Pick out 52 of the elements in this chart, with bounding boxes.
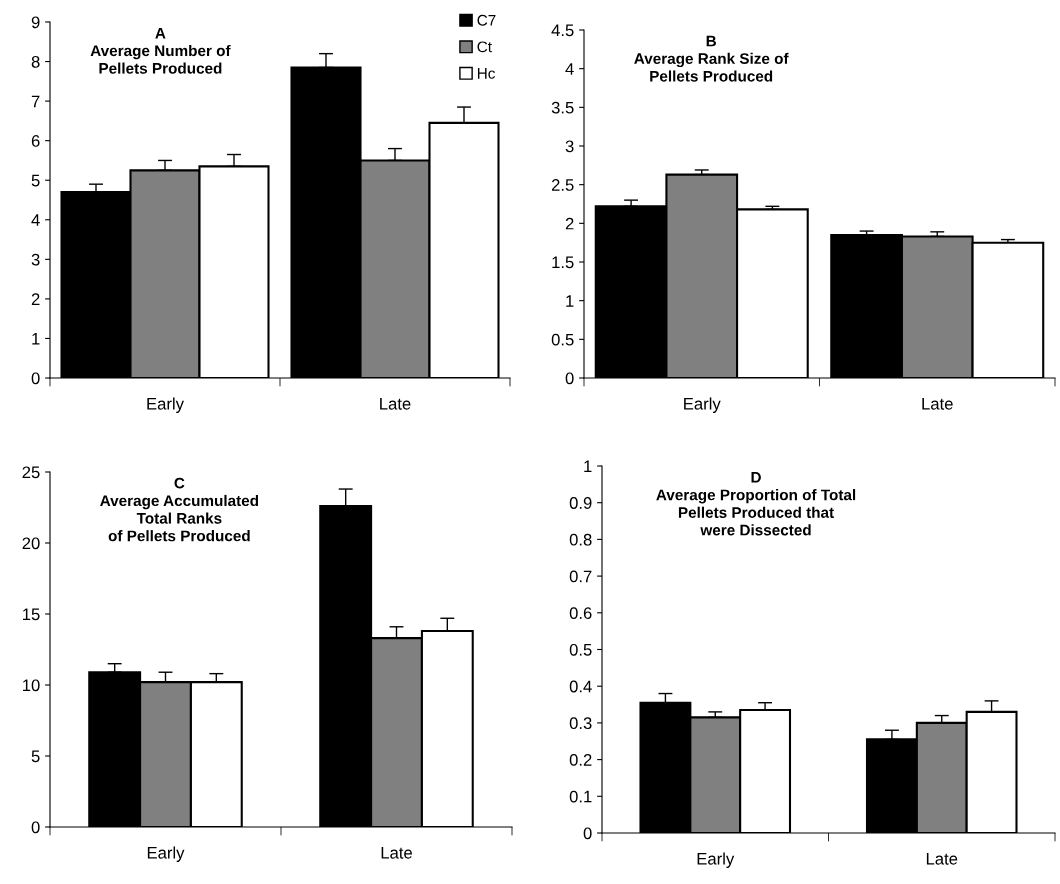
y-tick-label: 5: [31, 174, 40, 187]
x-tick-label: Early: [697, 852, 735, 868]
y-tick-label: 4: [565, 63, 574, 75]
legend-label: C7: [477, 14, 496, 26]
y-tick-label: 20: [22, 537, 40, 550]
y-tick-label: 1: [584, 460, 592, 473]
y-tick-label: 4.5: [551, 24, 574, 37]
y-tick-label: 2: [31, 293, 40, 305]
y-tick-label: 2.5: [551, 179, 574, 191]
x-tick-label: Early: [684, 397, 721, 413]
y-tick-label: 0.6: [569, 607, 592, 619]
x-tick-label: Late: [922, 398, 953, 410]
y-tick-label: 2: [565, 217, 574, 230]
y-tick-label: 0.8: [569, 533, 592, 546]
text: A Average Number of Pellets Produced: [90, 27, 231, 74]
y-tick-label: 3: [31, 253, 40, 266]
x-tick-label: Late: [926, 853, 958, 865]
y-tick-label: 7: [31, 95, 40, 108]
y-tick-label: 1: [32, 333, 40, 345]
y-tick-label: 4: [31, 214, 40, 226]
y-tick-label: 6: [31, 135, 40, 147]
y-tick-label: 1.5: [552, 256, 574, 269]
text: D Average Proportion of Total Pellets Produced that were Dissected: [656, 472, 856, 536]
y-tick-label: 0: [31, 372, 40, 385]
y-tick-label: 8: [31, 55, 40, 68]
y-tick-label: 1: [566, 295, 574, 307]
text: C Average Accumulated Total Ranks of Pellets Produced: [100, 477, 259, 542]
y-tick-label: 0.5: [551, 333, 574, 346]
y-tick-label: 0.4: [569, 680, 592, 693]
y-tick-label: 25: [22, 466, 40, 479]
legend-label: Hc: [477, 68, 495, 79]
y-tick-label: 3: [565, 140, 574, 153]
legend-label: Ct: [477, 41, 492, 53]
y-tick-label: 0: [583, 827, 592, 840]
y-tick-label: 0: [31, 821, 40, 834]
y-tick-label: 0.5: [569, 643, 592, 656]
y-tick-label: 0: [565, 372, 574, 385]
y-tick-label: 3.5: [551, 101, 574, 114]
y-tick-label: 0.1: [569, 790, 592, 803]
y-tick-label: 0.3: [569, 717, 592, 730]
x-tick-label: Late: [381, 847, 412, 859]
y-tick-label: 0.7: [569, 570, 592, 583]
text: B Average Rank Size of Pellets Produced: [634, 35, 789, 82]
x-tick-label: Early: [147, 846, 185, 862]
y-tick-label: 0.9: [569, 497, 592, 509]
y-tick-label: 0.2: [569, 754, 592, 766]
y-tick-label: 9: [31, 16, 40, 29]
y-tick-label: 15: [23, 608, 40, 621]
x-tick-label: Early: [147, 397, 184, 413]
y-tick-label: 10: [23, 679, 40, 692]
x-tick-label: Late: [380, 398, 411, 410]
y-tick-label: 5: [31, 750, 40, 763]
